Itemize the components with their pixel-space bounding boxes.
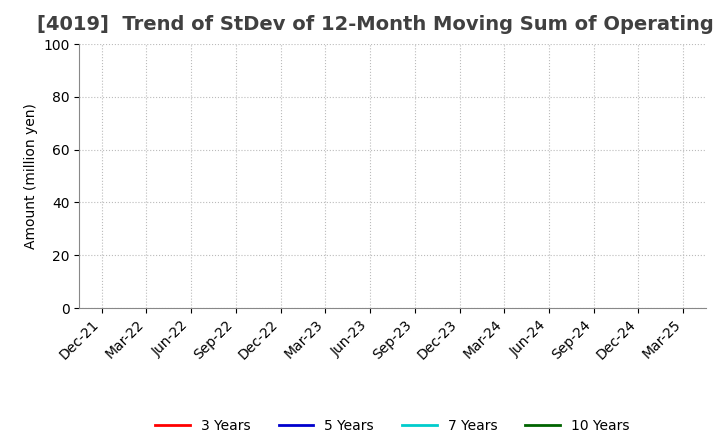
Y-axis label: Amount (million yen): Amount (million yen) [24, 103, 37, 249]
Title: [4019]  Trend of StDev of 12-Month Moving Sum of Operating CF: [4019] Trend of StDev of 12-Month Moving… [37, 15, 720, 34]
Legend: 3 Years, 5 Years, 7 Years, 10 Years: 3 Years, 5 Years, 7 Years, 10 Years [150, 413, 635, 438]
